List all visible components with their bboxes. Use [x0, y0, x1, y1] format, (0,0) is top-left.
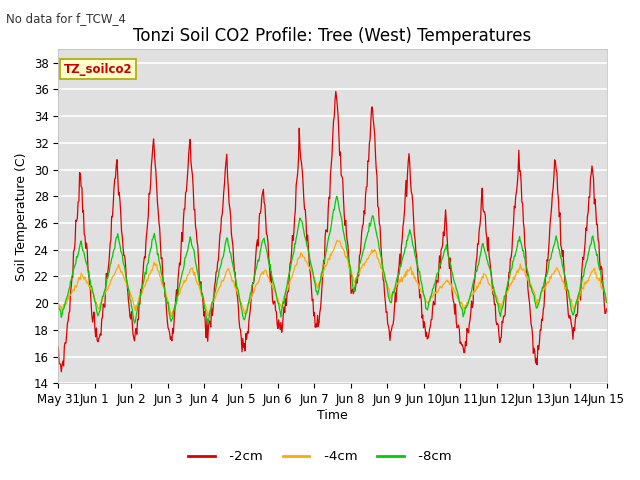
-2cm — [603, 306, 611, 312]
-2cm — [417, 291, 424, 297]
-8cm — [401, 250, 408, 256]
-2cm — [58, 369, 65, 375]
-8cm — [121, 264, 129, 270]
-8cm — [54, 304, 62, 310]
-2cm — [206, 319, 214, 324]
-2cm — [122, 260, 129, 265]
-2cm — [332, 88, 340, 94]
Line: -2cm: -2cm — [58, 91, 607, 372]
-4cm — [167, 314, 175, 320]
X-axis label: Time: Time — [317, 409, 348, 422]
-8cm — [417, 276, 424, 281]
Title: Tonzi Soil CO2 Profile: Tree (West) Temperatures: Tonzi Soil CO2 Profile: Tree (West) Temp… — [133, 27, 531, 45]
-4cm — [206, 307, 214, 313]
-4cm — [177, 285, 185, 290]
-2cm — [65, 310, 73, 316]
Line: -4cm: -4cm — [58, 240, 607, 317]
-2cm — [401, 209, 408, 215]
-8cm — [333, 193, 340, 199]
-8cm — [603, 300, 611, 306]
-4cm — [54, 302, 62, 308]
-8cm — [177, 279, 184, 285]
-8cm — [204, 321, 212, 327]
-4cm — [603, 297, 611, 302]
-2cm — [177, 246, 185, 252]
-4cm — [401, 271, 408, 277]
-4cm — [65, 297, 72, 302]
-4cm — [333, 238, 341, 243]
Legend:  -2cm,  -4cm,  -8cm: -2cm, -4cm, -8cm — [183, 445, 457, 468]
-4cm — [417, 286, 424, 291]
Text: No data for f_TCW_4: No data for f_TCW_4 — [6, 12, 126, 25]
-2cm — [54, 344, 62, 350]
-4cm — [121, 277, 129, 283]
Text: TZ_soilco2: TZ_soilco2 — [64, 63, 132, 76]
-8cm — [65, 290, 72, 296]
Line: -8cm: -8cm — [58, 196, 607, 324]
-8cm — [206, 308, 214, 314]
Y-axis label: Soil Temperature (C): Soil Temperature (C) — [15, 152, 28, 281]
